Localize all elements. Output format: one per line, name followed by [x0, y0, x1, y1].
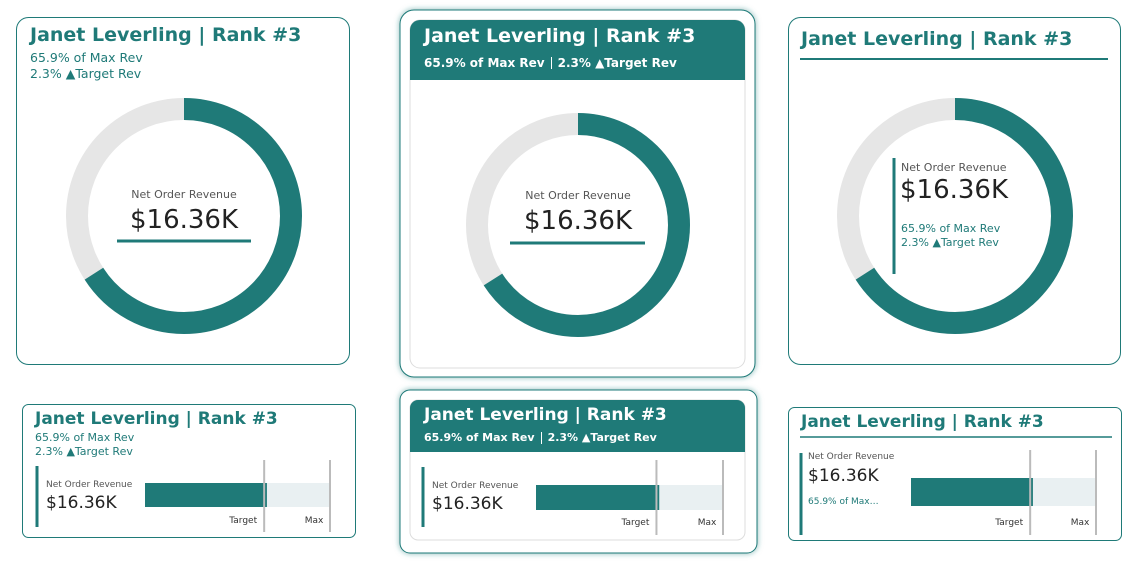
measure-label: Net Order Revenue — [131, 188, 237, 201]
subtitle: 65.9% of Max Rev 2.3% ▲Target Rev — [424, 431, 657, 444]
card-title: Janet Leverling | Rank #3 — [35, 409, 278, 429]
separator — [550, 57, 552, 70]
share-of-max: 65.9% of Max Rev — [35, 431, 135, 444]
card-header — [410, 20, 745, 80]
card-title: Janet Leverling | Rank #3 — [801, 412, 1044, 432]
share-of-max: 65.9% of Max Rev — [424, 56, 545, 70]
kpi-value: $16.36K — [808, 466, 879, 486]
card — [788, 407, 1122, 541]
target-label: Target — [995, 518, 1024, 528]
share-of-max: 65.9% of Max Rev — [30, 50, 143, 65]
measure-label: Net Order Revenue — [432, 481, 519, 491]
kpi-value: $16.36K — [523, 206, 633, 236]
max-label: Max — [304, 516, 324, 526]
card-title: Janet Leverling | Rank #3 — [801, 28, 1073, 50]
max-label: Max — [1070, 518, 1090, 528]
vs-target: 2.3% ▲Target Rev — [557, 56, 677, 70]
vs-target: 2.3% ▲Target Rev — [901, 236, 999, 249]
share-of-max: 65.9% of Max Rev — [424, 431, 535, 444]
measure-label: Net Order Revenue — [525, 189, 631, 202]
subtitle: 65.9% of Max Rev 2.3% ▲Target Rev — [424, 56, 677, 70]
vs-target: 2.3% ▲Target Rev — [547, 431, 657, 444]
share-of-max: 65.9% of Max Rev — [808, 497, 880, 507]
target-label: Target — [621, 518, 650, 528]
kpi-value: $16.36K — [129, 205, 239, 235]
bullet-bar — [911, 478, 1033, 506]
gauge-arc — [837, 98, 1073, 334]
measure-label: Net Order Revenue — [808, 452, 895, 462]
card-title: Janet Leverling | Rank #3 — [30, 24, 302, 46]
vs-target: 2.3% ▲Target Rev — [35, 445, 133, 458]
card-title: Janet Leverling | Rank #3 — [424, 405, 667, 425]
measure-label: Net Order Revenue — [46, 480, 133, 490]
target-label: Target — [229, 516, 258, 526]
kpi-value: $16.36K — [46, 493, 117, 513]
gauge-arc — [66, 98, 302, 334]
bullet-bar — [145, 483, 267, 507]
bullet-bar — [536, 485, 660, 510]
gauge-arc — [466, 113, 690, 337]
kpi-value: $16.36K — [432, 494, 503, 514]
card-header — [410, 400, 745, 452]
separator — [540, 431, 542, 444]
share-of-max: 65.9% of Max Rev — [901, 222, 1001, 235]
vs-target: 2.3% ▲Target Rev — [30, 66, 142, 81]
kpi-value: $16.36K — [900, 175, 1009, 205]
measure-label: Net Order Revenue — [901, 161, 1007, 174]
card-title: Janet Leverling | Rank #3 — [424, 25, 696, 47]
max-label: Max — [697, 518, 717, 528]
